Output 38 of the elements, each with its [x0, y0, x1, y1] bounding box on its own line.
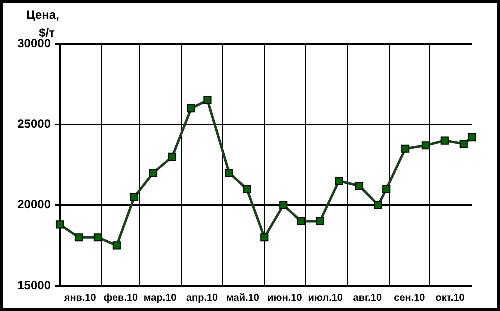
- x-tick-label: май.10: [226, 292, 260, 304]
- point: [335, 177, 344, 186]
- point: [130, 193, 139, 202]
- y-axis-title: Цена, $/т: [26, 8, 60, 40]
- point: [280, 201, 288, 210]
- point: [422, 142, 430, 150]
- x-tick-label: июл.10: [308, 292, 344, 304]
- point: [355, 182, 364, 190]
- point: [468, 134, 476, 142]
- point: [56, 220, 64, 229]
- point: [225, 169, 234, 178]
- point: [187, 104, 196, 113]
- point: [316, 217, 324, 226]
- y-tick-label: 25000: [18, 116, 52, 131]
- point: [94, 234, 102, 242]
- point: [297, 217, 306, 226]
- point: [242, 185, 252, 194]
- x-tick-label: июн.10: [268, 292, 303, 304]
- point: [374, 201, 383, 210]
- x-tick-label: янв.10: [64, 292, 97, 304]
- x-tick-label: мар.10: [144, 292, 178, 304]
- point: [204, 96, 212, 104]
- point: [440, 136, 449, 145]
- x-tick-label: фев.10: [104, 292, 139, 304]
- x-tick-label: сен.10: [394, 292, 426, 304]
- y-tick-label: 15000: [18, 278, 52, 292]
- point: [168, 152, 177, 161]
- point: [460, 140, 468, 148]
- x-tick-label: авг.10: [353, 292, 382, 304]
- x-tick-label: окт.10: [436, 292, 466, 304]
- point: [402, 144, 410, 153]
- point: [382, 185, 391, 194]
- point: [74, 234, 84, 242]
- point: [260, 234, 269, 242]
- point: [112, 242, 121, 250]
- y-tick-label: 20000: [18, 198, 52, 212]
- point: [149, 169, 158, 178]
- x-tick-label: апр.10: [186, 292, 219, 304]
